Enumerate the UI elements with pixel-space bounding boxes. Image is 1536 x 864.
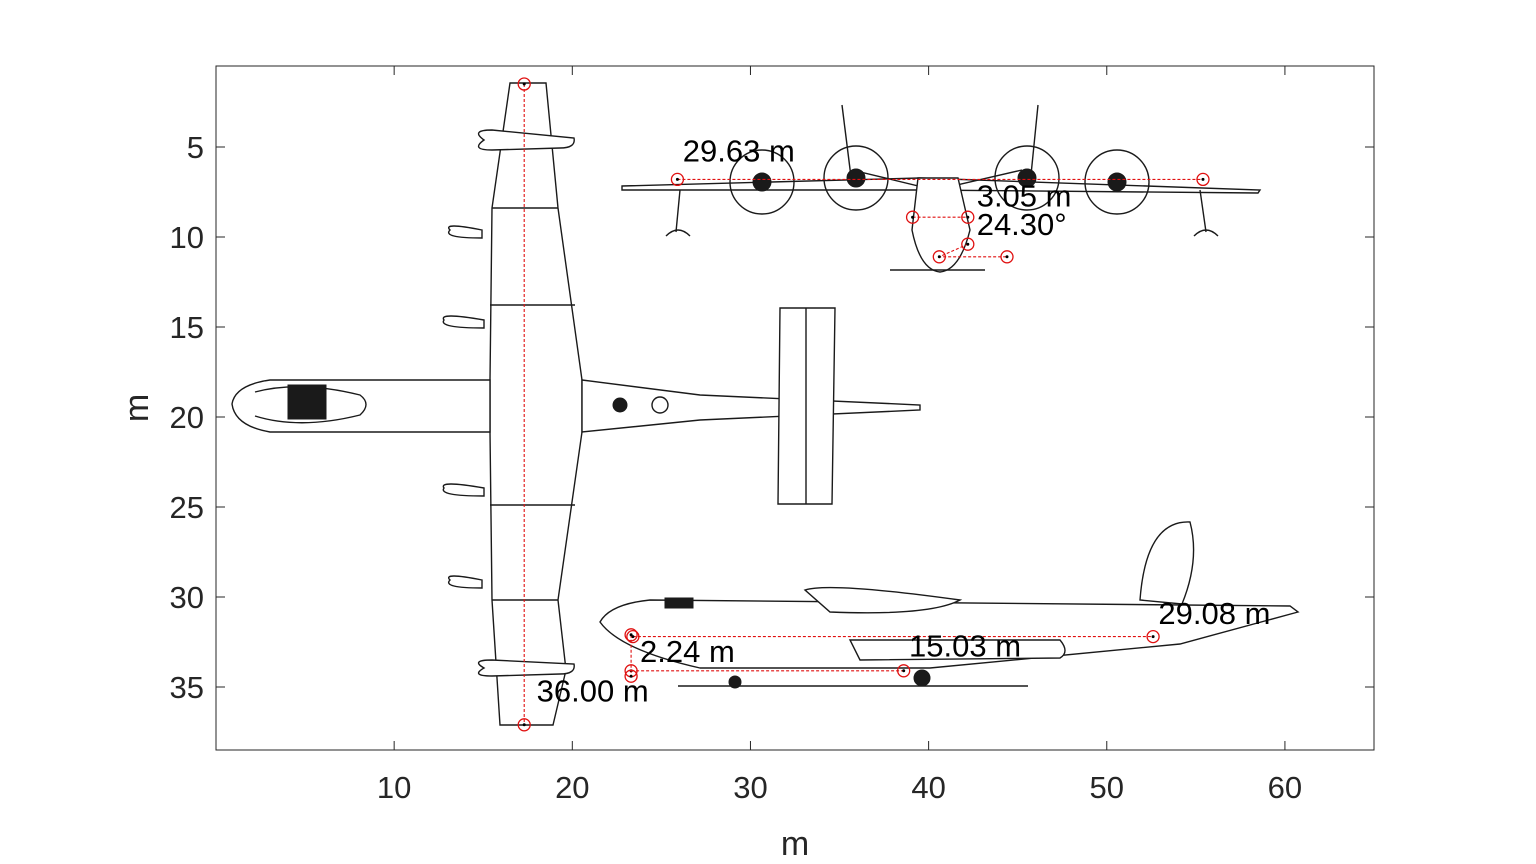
measurement-overlays: 36.00 m 29.63 m 3.05 m24.30° 29.08 m 15.03 m… (517, 77, 1270, 732)
y-axis-label: m (118, 394, 156, 422)
measurement: 29.08 m (626, 596, 1270, 644)
x-axis-label: m (781, 825, 809, 863)
measurement-endpoint (961, 237, 975, 251)
measurement: 2.24 m (624, 628, 735, 683)
measurement-endpoint-dot (1201, 177, 1205, 181)
y-tick-label: 10 (170, 220, 204, 255)
measurement-endpoint (624, 628, 638, 642)
measurement-endpoint-dot (522, 82, 526, 86)
measurement-label: 29.63 m (683, 133, 795, 168)
y-tick-label: 20 (170, 400, 204, 435)
measurement-endpoint-dot (937, 255, 941, 259)
x-tick-label: 40 (911, 770, 945, 805)
x-tick-label: 30 (733, 770, 767, 805)
measurement-endpoint-dot (966, 242, 970, 246)
measurement-endpoint (905, 210, 920, 224)
measurement-endpoint-dot (522, 723, 526, 727)
measurement-endpoint (961, 210, 975, 224)
measurement-endpoint (517, 718, 531, 732)
x-tick-label: 10 (377, 770, 411, 805)
measurement-endpoint (932, 250, 946, 264)
measurement-label: 36.00 m (537, 673, 649, 708)
measurement-label: 24.30° (977, 207, 1067, 242)
measurement-endpoint-dot (629, 633, 633, 637)
measurement-endpoint-dot (629, 674, 633, 678)
measurement-endpoint (517, 77, 531, 91)
measurement-endpoint (897, 664, 911, 678)
measurement-label: 2.24 m (640, 634, 735, 669)
measurement: 3.05 m (905, 178, 1072, 224)
x-tick-label: 20 (555, 770, 589, 805)
aircraft-three-view-drawing (231, 82, 1300, 726)
x-tick-label: 60 (1268, 770, 1302, 805)
x-axis-ticks: 10 20 30 40 50 60 (377, 66, 1302, 805)
y-tick-label: 30 (170, 580, 204, 615)
y-tick-label: 5 (187, 130, 204, 165)
measurement-endpoint-dot (1005, 255, 1009, 259)
y-tick-label: 25 (170, 490, 204, 525)
measurement-label: 29.08 m (1158, 596, 1270, 631)
measurement-endpoint (626, 629, 640, 644)
measurement-endpoint (670, 172, 685, 187)
measurement: 36.00 m (517, 77, 649, 732)
measurement-endpoint-dot (675, 177, 679, 181)
y-tick-label: 35 (170, 670, 204, 705)
measurement-endpoint-dot (1151, 635, 1155, 639)
measurement-endpoint-dot (911, 215, 915, 219)
measurement-endpoint-dot (966, 215, 970, 219)
y-axis-ticks: 5 10 15 20 25 30 35 (170, 130, 1374, 705)
measurement-endpoint (1196, 172, 1210, 187)
measurement-label: 15.03 m (909, 628, 1021, 663)
y-tick-label: 15 (170, 310, 204, 345)
measurement-label: 3.05 m (977, 178, 1072, 213)
x-tick-label: 50 (1090, 770, 1124, 805)
measurement-endpoint (1000, 250, 1014, 264)
measurement-endpoint (624, 669, 638, 683)
measurement-endpoint (1146, 629, 1160, 644)
measurement: 24.30° (932, 207, 1067, 264)
measurement: 29.63 m (670, 133, 1210, 187)
measurement-endpoint-dot (902, 669, 906, 673)
